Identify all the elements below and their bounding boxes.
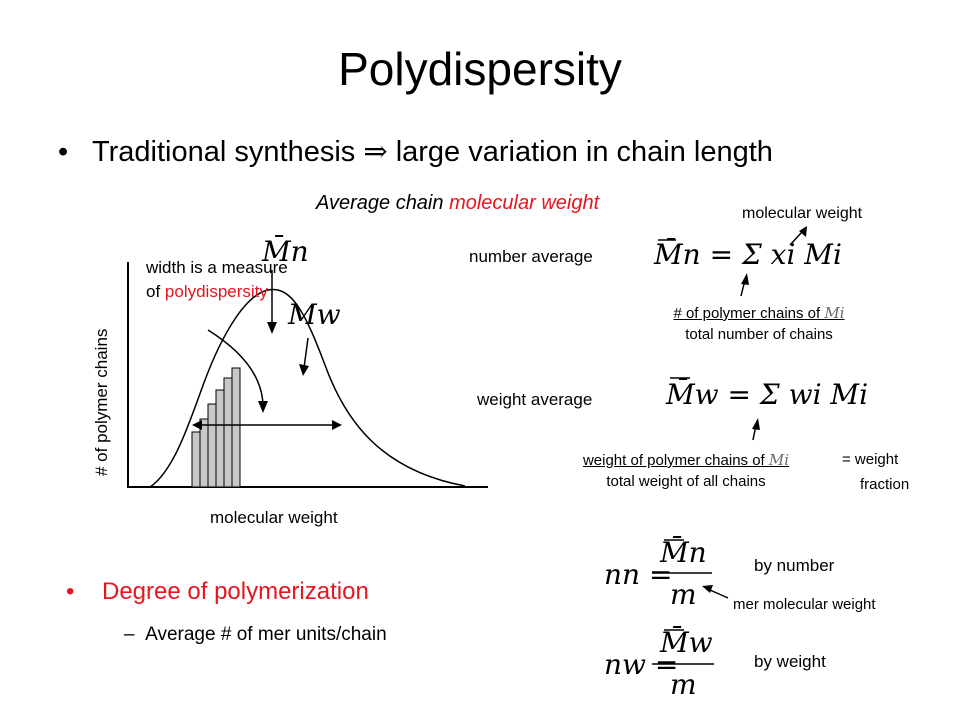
mer-weight-pointer [709,589,729,599]
bullet-synthesis: • Traditional synthesis ⇒ large variation… [58,134,773,169]
arrowhead-left-icon [702,585,713,593]
chain-count-numerator-var: Mi [824,304,845,322]
mer-molecular-weight-note: mer molecular weight [733,596,876,613]
bullet-marker: • [58,136,69,168]
weight-fraction-eq-line1: = weight [842,451,899,468]
weight-fraction-eq-line2: fraction [860,476,910,493]
histogram-bar [207,403,217,488]
annotation-highlight: polydispersity [164,282,268,301]
bullet-text-after: large variation in chain length [387,136,773,168]
y-axis-label: # of polymer chains [92,328,111,476]
arrowhead-left-icon [192,420,202,430]
mw-symbol: Mw [288,298,341,331]
sub-bullet-marker: – [124,624,135,645]
nn-denominator: m [670,578,697,611]
weight-average-label: weight average [477,390,593,409]
histogram-bar [223,377,233,488]
arrowhead-down-icon [258,401,268,413]
arrowhead-down-icon [299,364,309,376]
arrowhead-up-right-icon [799,226,807,237]
histogram-bar [231,367,241,488]
arrowhead-up-icon [752,418,760,430]
by-number-label: by number [754,556,835,575]
page-title: Polydispersity [338,43,622,95]
implies-arrow-icon: ⇒ [363,134,388,168]
mw-pointer-arrow [303,337,309,369]
bullet-degree-polymerization: • Degree of polymerization [66,578,369,606]
molecular-weight-note: molecular weight [742,205,863,222]
weight-fraction-numerator: weight of polymer chains of Mi [538,451,834,469]
distribution-curve [149,288,466,488]
histogram-bars [191,367,241,488]
mn-symbol: M̄n [262,235,309,268]
arrowhead-down-icon [267,322,277,334]
polydispersity-pointer-arrow [207,329,264,406]
histogram-bar [215,389,225,488]
average-heading: Average chain molecular weight [316,192,599,215]
arrowhead-up-icon [741,273,749,285]
sub-bullet-text: Average # of mer units/chain [145,624,387,645]
weight-fraction-numerator-var: Mi [768,451,790,469]
x-axis-label: molecular weight [210,508,338,527]
sub-bullet-mer-units: – Average # of mer units/chain [124,624,387,646]
number-average-equation: M̄n = Σ xi Mi [654,238,842,271]
weight-fraction-denominator: total weight of all chains [606,473,766,490]
annotation-line-1: width is a measure [146,258,288,277]
weight-fraction-numerator-text: weight of polymer chains of [582,452,769,469]
by-weight-label: by weight [754,652,826,671]
nn-lhs: nn = [604,558,673,591]
number-average-label: number average [469,247,593,266]
chain-count-numerator: # of polymer chains of Mi [618,304,900,322]
bullet-marker: • [66,578,75,605]
annotation-line-2: of polydispersity [146,282,268,302]
weight-fraction-fraction: weight of polymer chains of Mi total wei… [538,451,834,490]
nw-lhs: nw = [604,648,679,681]
bullet-degree-text: Degree of polymerization [102,578,369,605]
chain-count-numerator-text: # of polymer chains of [673,305,825,322]
nw-numerator: M̄w [660,626,713,659]
chain-count-denominator: total number of chains [685,326,833,343]
nw-denominator: m [670,668,697,701]
histogram-bar [191,431,201,488]
average-heading-prefix: Average chain [316,192,450,214]
arrowhead-right-icon [332,420,342,430]
weight-average-equation: M̄w = Σ wi Mi [666,378,869,411]
nn-numerator: M̄n [660,536,707,569]
average-heading-highlight: molecular weight [449,192,600,214]
chain-count-fraction: # of polymer chains of Mi total number o… [618,304,900,343]
bullet-text-before: Traditional synthesis [92,136,364,168]
annotation-prefix: of [146,282,165,301]
molecular-weight-pointer [789,231,803,246]
